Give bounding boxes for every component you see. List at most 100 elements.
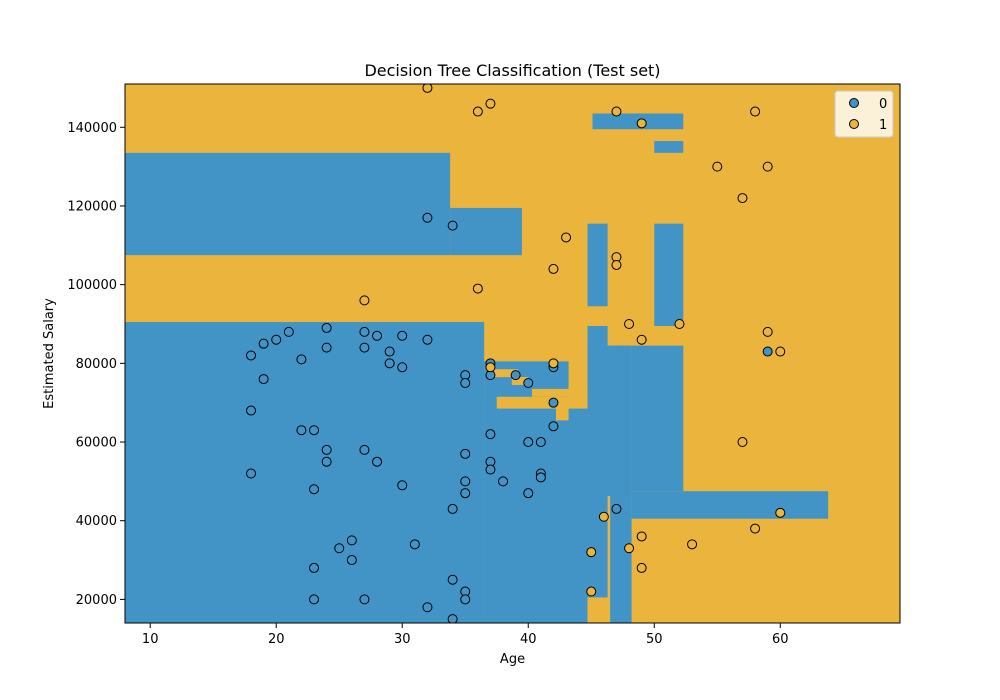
point-class-0 [397,480,408,491]
region-class-0 [610,345,632,623]
point-class-1 [636,334,647,345]
region-class-1 [511,377,529,385]
x-tick-label: 40 [520,632,537,647]
region-class-0 [654,223,684,326]
point-class-0 [460,476,471,487]
point-class-0 [397,362,408,373]
point-class-1 [624,543,635,554]
point-class-0 [397,330,408,341]
point-class-0 [321,342,332,353]
point-class-0 [523,378,534,389]
point-class-1 [472,283,483,294]
point-class-0 [762,346,773,357]
chart-title: Decision Tree Classification (Test set) [364,61,660,80]
point-class-1 [775,507,786,518]
point-class-0 [548,421,559,432]
point-class-0 [485,464,496,475]
region-class-1 [492,369,519,378]
region-class-0 [125,152,451,256]
point-class-0 [447,614,458,623]
x-axis-label: Age [500,652,525,667]
legend: 0 1 [834,90,894,138]
point-class-1 [561,232,572,243]
region-class-1 [532,388,588,397]
point-class-0 [447,220,458,231]
point-class-1 [737,437,748,448]
point-class-0 [309,484,320,495]
point-class-0 [309,594,320,605]
point-class-0 [523,437,534,448]
point-class-0 [535,472,546,483]
point-class-1 [548,263,559,274]
x-tick-label: 60 [772,632,789,647]
region-class-0 [587,223,608,307]
point-class-0 [359,342,370,353]
point-class-0 [384,358,395,369]
y-tick-label: 20000 [76,593,117,608]
region-class-0 [654,141,684,153]
point-class-0 [334,543,345,554]
region-class-0 [631,491,829,519]
legend-marker-0 [849,98,859,108]
point-class-0 [246,468,257,479]
x-tick-label: 30 [394,632,411,647]
x-tick-label: 10 [142,632,159,647]
point-class-0 [321,322,332,333]
point-class-0 [346,555,357,566]
point-class-1 [485,362,496,373]
y-axis-label: Estimated Salary [42,298,57,409]
point-class-1 [775,346,786,357]
y-tick-label: 120000 [67,199,117,214]
point-class-1 [359,295,370,306]
region-class-0 [631,345,684,492]
point-class-1 [598,511,609,522]
point-class-0 [246,405,257,416]
point-class-0 [422,334,433,345]
point-class-0 [258,338,269,349]
point-class-0 [372,330,383,341]
y-tick-label: 80000 [76,357,117,372]
point-class-0 [359,444,370,455]
point-class-0 [309,425,320,436]
point-class-1 [422,84,433,93]
point-class-0 [447,574,458,585]
point-class-0 [422,602,433,613]
point-class-1 [636,531,647,542]
point-class-0 [498,476,509,487]
point-class-1 [737,193,748,204]
point-class-0 [460,378,471,389]
data-points [246,84,786,623]
legend-label-0: 0 [879,97,887,112]
point-class-0 [510,370,521,381]
point-class-1 [611,259,622,270]
y-axis-ticks: 20000 40000 60000 80000 100000 120000 140000 [67,121,125,608]
region-class-0 [125,322,485,623]
point-class-0 [460,594,471,605]
point-class-0 [485,429,496,440]
point-class-1 [636,118,647,129]
point-class-1 [624,318,635,329]
x-tick-label: 50 [646,632,663,647]
point-class-0 [447,503,458,514]
point-class-0 [372,456,383,467]
y-tick-label: 60000 [76,436,117,451]
point-class-0 [535,437,546,448]
point-class-1 [472,106,483,117]
point-class-0 [548,397,559,408]
point-class-1 [750,523,761,534]
point-class-0 [460,488,471,499]
y-tick-label: 40000 [76,514,117,529]
point-class-1 [712,161,723,172]
point-class-1 [687,539,698,550]
point-class-0 [321,444,332,455]
point-class-0 [359,326,370,337]
point-class-0 [283,326,294,337]
point-class-1 [762,326,773,337]
point-class-1 [586,586,597,597]
point-class-0 [296,354,307,365]
plot-frame [124,83,901,624]
point-class-0 [384,346,395,357]
x-axis-ticks: 10 20 30 40 50 60 [142,623,789,647]
y-tick-label: 100000 [67,278,117,293]
